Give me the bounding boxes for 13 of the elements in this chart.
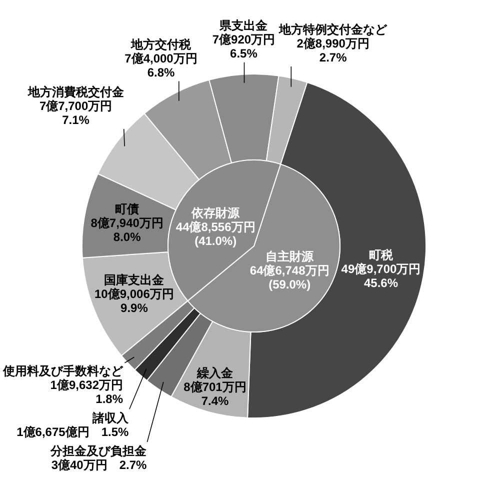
label: 諸収入 1億6,675億円 1.5% bbox=[16, 411, 129, 440]
label: 県支出金 7億920万円 6.5% bbox=[212, 18, 276, 60]
label: 町債 8億7,940万円 8.0% bbox=[90, 202, 164, 244]
label: 依存財源 44億8,556万円 (41.0%) bbox=[176, 206, 256, 248]
label: 分担金及び負担金 3億40万円 2.7% bbox=[50, 444, 147, 472]
label: 町税 49億9,700万円 45.6% bbox=[341, 248, 421, 290]
label: 使用料及び手数料など 1億9,632万円 1.8% bbox=[3, 364, 123, 406]
label: 自主財源 64億6,748万円 (59.0%) bbox=[250, 249, 330, 292]
label: 地方交付税 7億4,000万円 6.8% bbox=[124, 37, 198, 80]
label: 地方消費税交付金 7億7,700万円 7.1% bbox=[28, 85, 124, 128]
label: 地方特例交付金など 2億8,990万円 2.7% bbox=[279, 22, 388, 65]
label: 繰入金 8億701万円 7.4% bbox=[184, 366, 246, 408]
label: 国庫支出金 10億9,006万円 9.9% bbox=[94, 273, 174, 316]
